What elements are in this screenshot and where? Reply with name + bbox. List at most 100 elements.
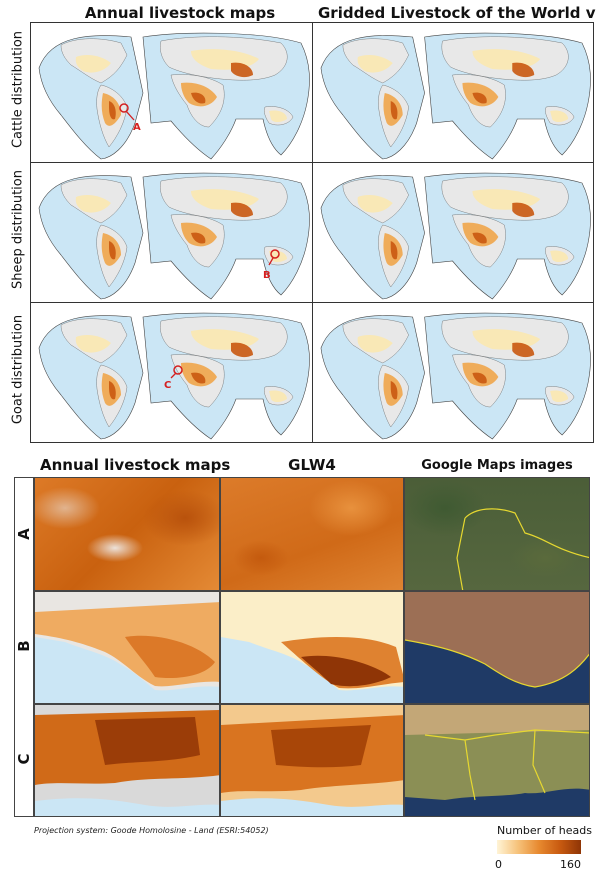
marker-c-label: C xyxy=(164,380,171,391)
legend-title: Number of heads xyxy=(497,824,592,837)
legend-max-label: 160 xyxy=(560,858,581,871)
world-map xyxy=(38,32,310,160)
map-panel-cattle-glw xyxy=(312,22,594,163)
density-patch xyxy=(512,62,535,78)
density-patch xyxy=(75,55,111,73)
world-map xyxy=(320,312,591,440)
marker-b: B xyxy=(263,249,280,281)
world-map-group xyxy=(320,32,591,160)
density-patch xyxy=(472,92,487,104)
marker-b-circle xyxy=(270,249,280,259)
coastline xyxy=(405,639,589,688)
world-map-group xyxy=(38,32,310,160)
tile-b-annual-land xyxy=(35,592,219,691)
livestock-density-high xyxy=(125,635,215,679)
tile-a-annual xyxy=(34,477,220,591)
density-patch xyxy=(472,372,487,384)
map-panel-sheep-annual xyxy=(30,162,313,303)
density-patch xyxy=(109,241,116,260)
marker-c: C xyxy=(164,365,183,391)
world-map-group xyxy=(38,312,310,440)
map-panel-goat-annual xyxy=(30,302,313,443)
density-patch xyxy=(191,232,206,244)
world-map xyxy=(38,172,310,300)
map-panel-sheep-glw xyxy=(312,162,594,303)
marker-b-leader xyxy=(268,257,274,266)
tile-c-glw4-land xyxy=(221,705,403,807)
tile-c-glw4 xyxy=(220,704,404,817)
livestock-density-high xyxy=(301,655,391,687)
density-patch xyxy=(512,202,535,218)
land-area xyxy=(405,592,589,687)
bottom-row-label-a: A xyxy=(15,528,33,540)
marker-a-circle xyxy=(119,103,129,113)
bottom-col-title-google: Google Maps images xyxy=(421,458,573,473)
density-patch xyxy=(357,335,393,353)
density-patch xyxy=(231,342,253,358)
tile-a-google xyxy=(404,477,590,591)
density-patch xyxy=(390,381,398,400)
marker-a-label: A xyxy=(133,122,141,133)
livestock-density-high xyxy=(95,717,200,765)
density-patch xyxy=(512,342,535,358)
world-map-group xyxy=(320,172,591,300)
border-line xyxy=(464,508,589,559)
marker-c-leader xyxy=(170,372,177,379)
legend-min-label: 0 xyxy=(495,858,502,871)
marker-b-label: B xyxy=(263,270,271,281)
map-panel-cattle-annual xyxy=(30,22,313,163)
bottom-col-title-annual: Annual livestock maps xyxy=(40,456,231,474)
density-patch xyxy=(550,250,569,262)
density-patch xyxy=(357,195,393,213)
border-line xyxy=(532,729,546,794)
world-map xyxy=(320,32,591,160)
bottom-row-label-c: C xyxy=(15,753,33,765)
marker-a: A xyxy=(119,103,141,133)
tile-b-google xyxy=(404,591,590,704)
density-patch xyxy=(191,92,206,104)
density-patch xyxy=(75,335,111,353)
world-map xyxy=(38,312,310,440)
density-patch xyxy=(390,241,398,260)
land-desert xyxy=(405,705,589,735)
world-map xyxy=(320,172,591,300)
tile-b-annual xyxy=(34,591,220,704)
density-patch xyxy=(231,62,253,78)
top-col-title-glw: Gridded Livestock of the World v4 xyxy=(318,4,596,22)
map-panel-goat-glw xyxy=(312,302,594,443)
density-patch xyxy=(390,101,398,120)
world-map-group xyxy=(38,172,310,300)
tile-a-google-borders xyxy=(456,508,589,590)
legend-colorbar xyxy=(497,840,581,854)
density-patch xyxy=(472,232,487,244)
density-patch xyxy=(550,110,569,122)
marker-overlay: A B C xyxy=(119,103,280,391)
world-map-group xyxy=(320,312,591,440)
top-col-title-annual: Annual livestock maps xyxy=(84,4,276,22)
bottom-row-labels-frame xyxy=(14,477,34,817)
border-line xyxy=(464,739,476,801)
density-patch xyxy=(357,55,393,73)
tile-b-glw4 xyxy=(220,591,404,704)
projection-note: Projection system: Goode Homolosine - La… xyxy=(34,826,269,835)
tile-b-google-land xyxy=(405,592,589,688)
tile-c-annual-land xyxy=(35,705,219,807)
tile-c-google xyxy=(404,704,590,817)
marker-a-leader xyxy=(125,110,135,121)
marker-c-circle xyxy=(173,365,183,375)
density-patch xyxy=(109,381,116,400)
tile-b-glw4-land xyxy=(221,592,403,691)
border-line xyxy=(456,517,466,590)
density-patch xyxy=(269,110,287,122)
bottom-col-title-glw4: GLW4 xyxy=(288,456,336,474)
density-patch xyxy=(191,372,206,384)
tile-c-annual xyxy=(34,704,220,817)
bottom-row-label-b: B xyxy=(15,640,33,652)
density-patch xyxy=(231,202,253,218)
density-patch xyxy=(550,390,569,402)
tile-c-google-land xyxy=(405,705,589,801)
tile-a-glw4 xyxy=(220,477,404,591)
density-patch xyxy=(269,390,287,402)
livestock-density-high xyxy=(271,725,371,768)
border-line xyxy=(424,729,589,741)
